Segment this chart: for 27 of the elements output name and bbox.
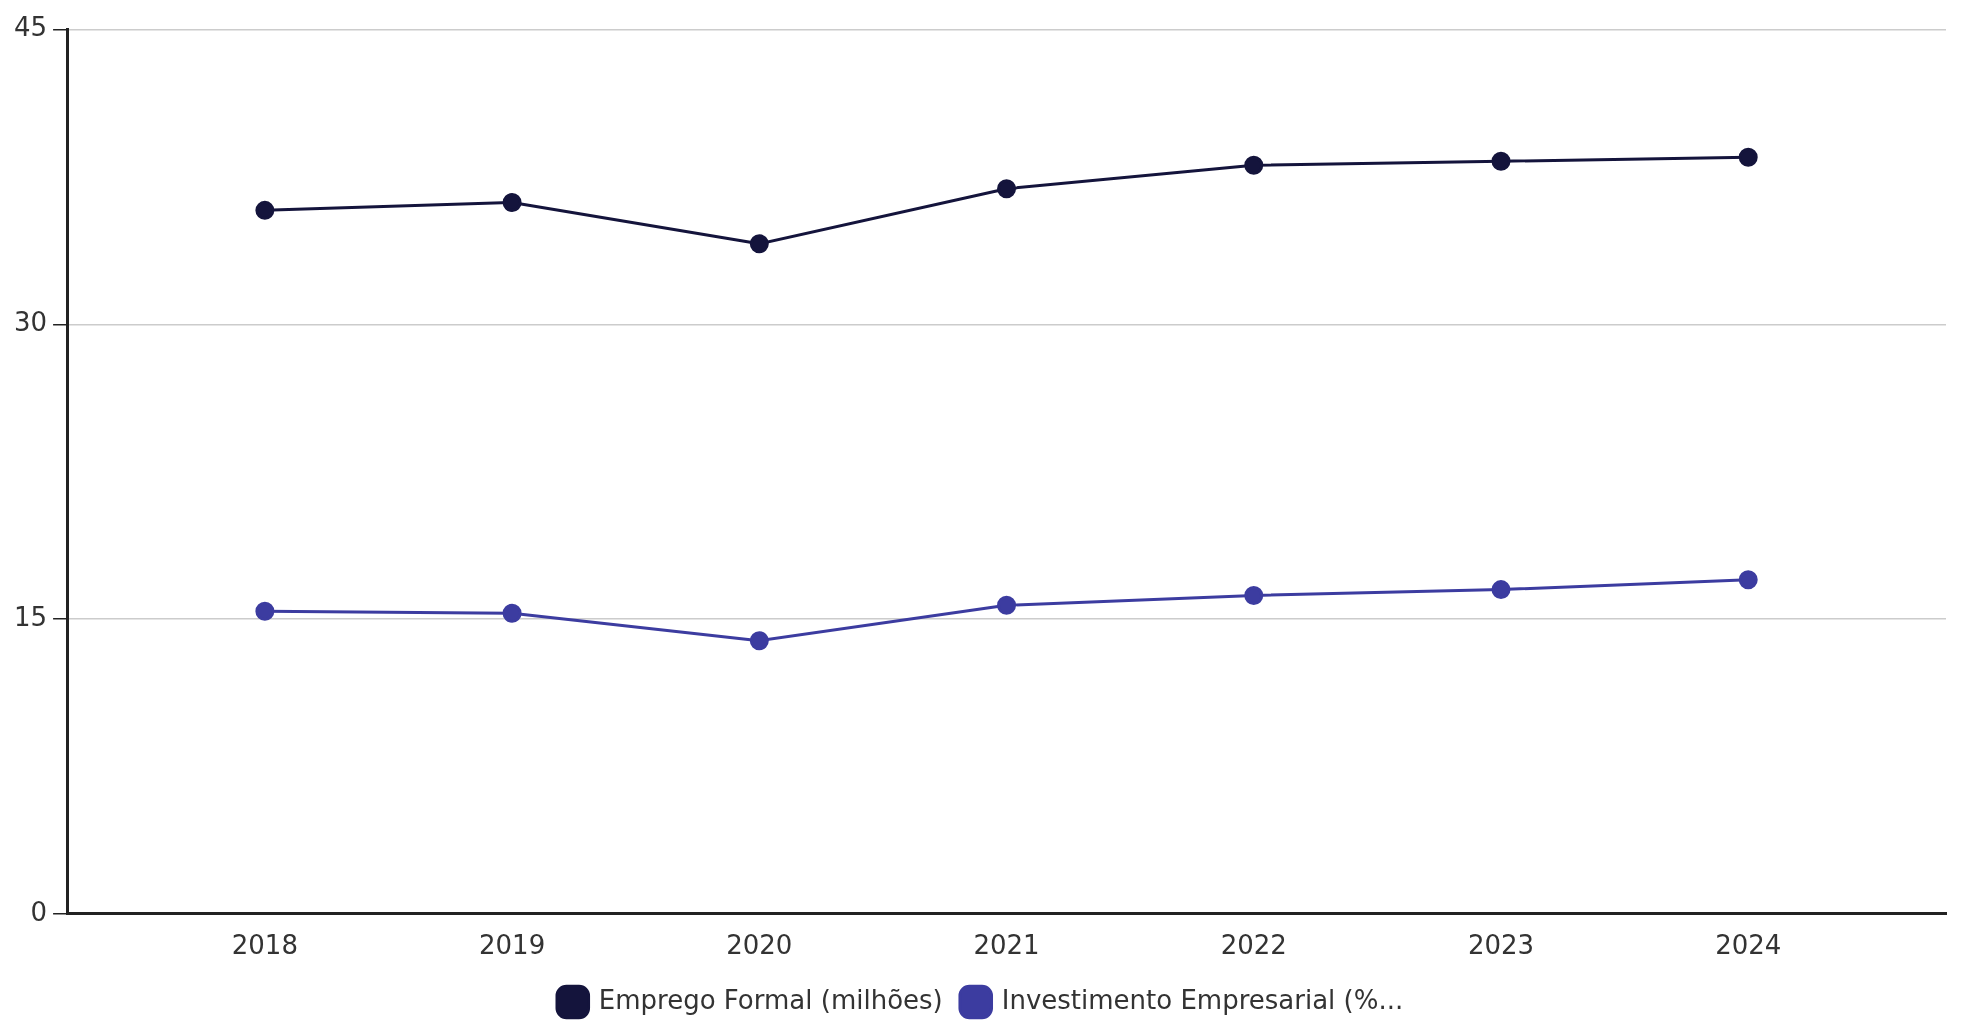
point [1738,570,1758,590]
point [997,595,1017,615]
point [749,631,769,651]
point [1738,147,1758,167]
point [255,601,275,621]
y-tick-label: 45 [13,12,48,43]
point [255,200,275,220]
y-tick-label: 0 [30,896,48,927]
point [1491,580,1511,600]
point [997,179,1017,199]
legend-label: Investimento Empresarial (%... [1001,984,1404,1015]
point [1244,585,1264,605]
point [502,603,522,623]
y-tick-label: 30 [13,307,48,338]
legend-label: Emprego Formal (milhões) [598,984,943,1015]
x-tick-label: 2021 [973,930,1040,961]
point [1244,155,1264,175]
x-tick-label: 2023 [1467,930,1535,961]
y-tick-label: 15 [13,601,48,632]
x-tick-label: 2018 [231,930,298,961]
point [749,234,769,254]
x-tick-label: 2019 [479,930,546,961]
x-tick-label: 2022 [1220,930,1287,961]
x-tick-label: 2024 [1715,930,1782,961]
point [1491,151,1511,171]
x-tick-label: 2020 [726,930,793,961]
point [502,193,522,213]
